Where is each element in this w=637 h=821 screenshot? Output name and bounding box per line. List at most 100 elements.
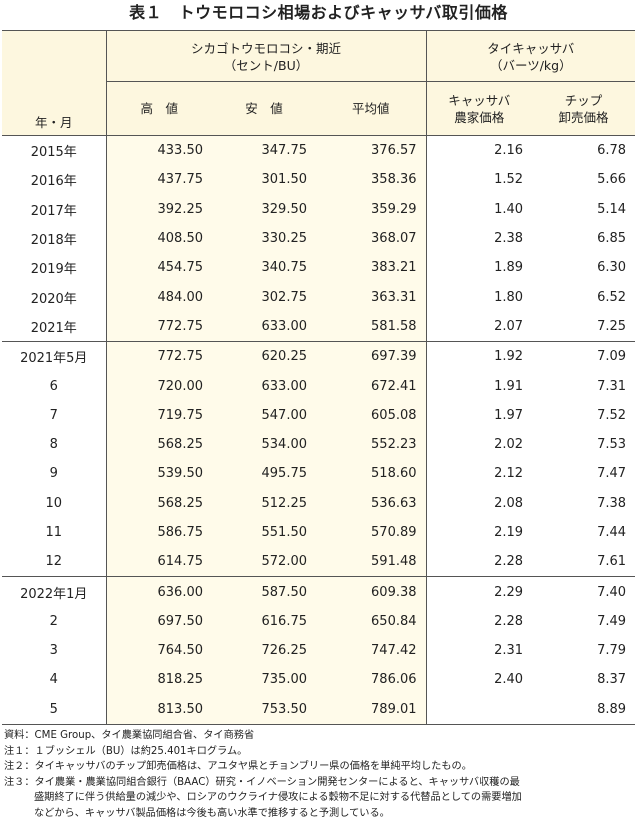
cell-low: 633.00 [212, 312, 316, 342]
low-header: 安 値 [212, 82, 316, 136]
cell-year-month: 2021年5月 [2, 342, 106, 372]
cell-low: 616.75 [212, 607, 316, 636]
cell-chip-price: 7.40 [532, 577, 635, 607]
cell-low: 587.50 [212, 577, 316, 607]
cell-farm-price: 2.40 [426, 665, 532, 694]
cell-high: 454.75 [106, 253, 212, 282]
cell-high: 614.75 [106, 547, 212, 577]
cell-high: 408.50 [106, 224, 212, 253]
cell-high: 568.25 [106, 489, 212, 518]
cassava-group-header: タイキャッサバ （バーツ/kg） [426, 31, 635, 82]
cell-chip-price: 6.78 [532, 136, 635, 166]
cell-farm-price: 1.97 [426, 401, 532, 430]
cell-year-month: 3 [2, 636, 106, 665]
cell-farm-price: 2.07 [426, 312, 532, 342]
header-row-groups: 年・月 シカゴトウモロコシ・期近 （セント/BU） タイキャッサバ （バーツ/k… [2, 31, 635, 82]
cell-high: 433.50 [106, 136, 212, 166]
cell-year-month: 5 [2, 695, 106, 725]
cell-year-month: 8 [2, 430, 106, 459]
cell-high: 437.75 [106, 165, 212, 194]
cell-low: 495.75 [212, 459, 316, 488]
note-3-line2: 盛期終了に伴う供給量の減少や、ロシアのウクライナ侵攻による穀物不足に対する代替品… [4, 790, 634, 806]
cell-low: 330.25 [212, 224, 316, 253]
cell-chip-price: 7.49 [532, 607, 635, 636]
cell-chip-price: 6.52 [532, 282, 635, 311]
cell-farm-price: 2.12 [426, 459, 532, 488]
cell-avg: 697.39 [316, 342, 426, 372]
cell-high: 586.75 [106, 518, 212, 547]
cell-chip-price: 7.52 [532, 401, 635, 430]
cell-chip-price: 7.47 [532, 459, 635, 488]
cell-avg: 536.63 [316, 489, 426, 518]
cell-avg: 552.23 [316, 430, 426, 459]
corn-group-unit: （セント/BU） [107, 57, 426, 74]
cell-low: 620.25 [212, 342, 316, 372]
cell-avg: 605.08 [316, 401, 426, 430]
cell-year-month: 10 [2, 489, 106, 518]
cell-high: 392.25 [106, 195, 212, 224]
cell-avg: 368.07 [316, 224, 426, 253]
cell-high: 813.50 [106, 695, 212, 725]
cell-farm-price: 1.40 [426, 195, 532, 224]
cell-year-month: 2022年1月 [2, 577, 106, 607]
cell-year-month: 4 [2, 665, 106, 694]
cell-farm-price: 2.28 [426, 607, 532, 636]
cell-year-month: 6 [2, 371, 106, 400]
cell-high: 764.50 [106, 636, 212, 665]
cell-high: 539.50 [106, 459, 212, 488]
cell-avg: 518.60 [316, 459, 426, 488]
farm-price-header-line1: キャッサバ [427, 92, 533, 109]
year-month-header: 年・月 [2, 31, 106, 136]
cell-chip-price: 7.31 [532, 371, 635, 400]
cell-year-month: 2020年 [2, 282, 106, 311]
note-3-line3: などから、キャッサバ製品価格は今後も高い水準で推移すると予測している。 [4, 806, 634, 821]
cassava-group-unit: （バーツ/kg） [427, 57, 636, 74]
cell-low: 551.50 [212, 518, 316, 547]
cell-farm-price: 2.02 [426, 430, 532, 459]
note-2: 注２：タイキャッサバのチップ卸売価格は、アユタヤ県とチョンブリー県の価格を単純平… [4, 759, 634, 775]
cell-year-month: 2016年 [2, 165, 106, 194]
cell-avg: 786.06 [316, 665, 426, 694]
high-header: 高 値 [106, 82, 212, 136]
cell-high: 818.25 [106, 665, 212, 694]
cell-farm-price [426, 695, 532, 725]
cell-avg: 591.48 [316, 547, 426, 577]
cell-low: 302.75 [212, 282, 316, 311]
cell-year-month: 7 [2, 401, 106, 430]
price-table: 年・月 シカゴトウモロコシ・期近 （セント/BU） タイキャッサバ （バーツ/k… [2, 30, 635, 725]
cell-chip-price: 5.14 [532, 195, 635, 224]
cell-high: 719.75 [106, 401, 212, 430]
cell-chip-price: 7.09 [532, 342, 635, 372]
cell-low: 512.25 [212, 489, 316, 518]
cell-farm-price: 1.80 [426, 282, 532, 311]
cell-year-month: 2015年 [2, 136, 106, 166]
cell-chip-price: 7.61 [532, 547, 635, 577]
cell-farm-price: 2.29 [426, 577, 532, 607]
cell-low: 547.00 [212, 401, 316, 430]
cell-avg: 581.58 [316, 312, 426, 342]
cell-farm-price: 1.92 [426, 342, 532, 372]
chip-price-header-line1: チップ [532, 92, 635, 109]
cell-chip-price: 8.37 [532, 665, 635, 694]
cell-high: 697.50 [106, 607, 212, 636]
chip-price-header: チップ 卸売価格 [532, 82, 635, 136]
avg-header: 平均値 [316, 82, 426, 136]
cell-farm-price: 2.31 [426, 636, 532, 665]
cell-chip-price: 8.89 [532, 695, 635, 725]
cell-low: 572.00 [212, 547, 316, 577]
cell-year-month: 2017年 [2, 195, 106, 224]
